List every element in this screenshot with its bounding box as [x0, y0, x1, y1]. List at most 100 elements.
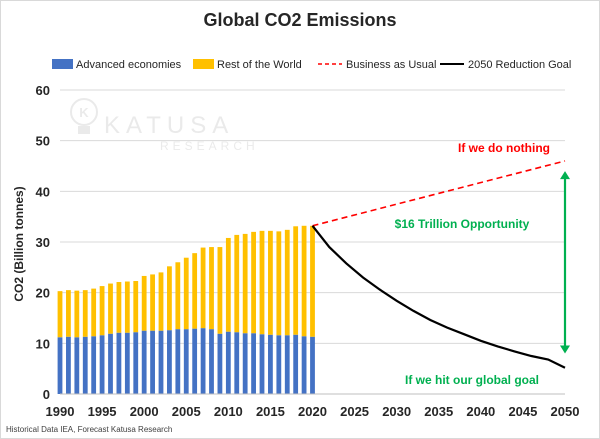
y-tick-label: 10 [36, 336, 50, 351]
y-axis-ticks: 0 10 20 30 40 50 60 [36, 83, 50, 402]
bars [57, 225, 315, 394]
bar-rest [209, 247, 214, 330]
bar-advanced [99, 335, 105, 394]
bar-advanced [82, 336, 88, 394]
bar-advanced [301, 336, 307, 394]
y-axis-label: CO2 (Billion tonnes) [12, 186, 26, 301]
bar-advanced [234, 332, 240, 394]
bar-advanced [209, 329, 214, 394]
bar-rest [242, 233, 248, 334]
x-tick-label: 2000 [130, 404, 159, 419]
bar-advanced [183, 329, 189, 394]
bar-rest [167, 266, 172, 331]
bar-rest [66, 290, 71, 337]
bar-advanced [108, 333, 113, 394]
x-tick-label: 1995 [88, 404, 117, 419]
y-tick-label: 60 [36, 83, 50, 98]
bar-rest [310, 225, 315, 337]
bar-advanced [268, 334, 273, 394]
bar-advanced [141, 330, 147, 394]
bar-advanced [175, 329, 181, 394]
bar-advanced [167, 330, 172, 394]
opportunity-arrow-head-bottom [560, 345, 570, 354]
bar-rest [99, 286, 105, 336]
bar-rest [82, 290, 88, 337]
bar-rest [301, 225, 307, 337]
bar-advanced [310, 336, 315, 394]
bar-rest [74, 290, 80, 338]
watermark-sub: RESEARCH [160, 139, 259, 153]
x-tick-label: 2025 [340, 404, 369, 419]
bar-rest [200, 247, 206, 329]
bar-rest [284, 229, 290, 336]
katusa-watermark: K KATUSA RESEARCH [70, 98, 259, 153]
bar-advanced [200, 328, 206, 394]
bar-advanced [91, 336, 97, 394]
bar-advanced [66, 336, 71, 394]
bar-rest [133, 281, 139, 333]
bar-rest [251, 231, 256, 334]
x-tick-label: 2045 [508, 404, 537, 419]
bau-line [312, 160, 566, 227]
bar-rest [108, 283, 113, 334]
bar-advanced [242, 333, 248, 394]
bar-advanced [116, 332, 122, 394]
bar-rest [192, 253, 198, 329]
chart-title: Global CO2 Emissions [203, 10, 396, 30]
bar-rest [116, 282, 122, 333]
bar-advanced [124, 332, 130, 394]
bar-advanced [133, 332, 139, 394]
bar-rest [175, 262, 181, 330]
bar-advanced [225, 331, 231, 394]
bar-advanced [158, 330, 164, 394]
bar-rest [293, 226, 299, 335]
x-tick-label: 1990 [46, 404, 75, 419]
x-tick-label: 2015 [256, 404, 285, 419]
goal-line [311, 225, 566, 369]
bar-advanced [57, 337, 63, 394]
bar-advanced [259, 334, 265, 394]
bar-rest [91, 288, 97, 337]
annotation-do-nothing: If we do nothing [458, 141, 550, 155]
forecast-lines [311, 160, 570, 369]
bar-advanced [150, 330, 155, 394]
bar-rest [217, 247, 223, 334]
bar-rest [259, 230, 265, 335]
annotation-global-goal: If we hit our global goal [405, 373, 539, 387]
bar-rest [234, 234, 240, 333]
x-tick-label: 2040 [466, 404, 495, 419]
x-tick-label: 2010 [214, 404, 243, 419]
x-tick-label: 2005 [172, 404, 201, 419]
legend-label-goal: 2050 Reduction Goal [468, 59, 571, 71]
y-tick-label: 20 [36, 286, 50, 301]
legend-label-bau: Business as Usual [346, 59, 437, 71]
bar-advanced [192, 328, 198, 394]
bar-rest [225, 237, 231, 332]
y-tick-label: 40 [36, 184, 50, 199]
legend-label-advanced: Advanced economies [76, 59, 182, 71]
legend: Advanced economies Rest of the World Bus… [52, 59, 571, 71]
bar-advanced [276, 335, 282, 394]
watermark-letter: K [79, 105, 89, 120]
opportunity-arrow-head-top [560, 171, 570, 180]
x-tick-label: 2020 [298, 404, 327, 419]
bar-advanced [284, 335, 290, 394]
bar-advanced [74, 337, 80, 394]
bar-rest [158, 272, 164, 331]
x-tick-label: 2035 [424, 404, 453, 419]
y-tick-label: 50 [36, 134, 50, 149]
bar-rest [150, 274, 155, 331]
watermark-bulb-icon [70, 98, 98, 126]
source-note: Historical Data IEA, Forecast Katusa Res… [6, 425, 172, 434]
annotation-opportunity: $16 Trillion Opportunity [395, 217, 530, 231]
bar-rest [141, 275, 147, 331]
bar-rest [57, 291, 63, 338]
bar-advanced [251, 333, 256, 394]
bar-advanced [217, 333, 223, 394]
bar-advanced [293, 334, 299, 394]
bar-rest [268, 230, 273, 335]
x-tick-label: 2050 [551, 404, 580, 419]
y-tick-label: 30 [36, 235, 50, 250]
y-tick-label: 0 [43, 387, 50, 402]
